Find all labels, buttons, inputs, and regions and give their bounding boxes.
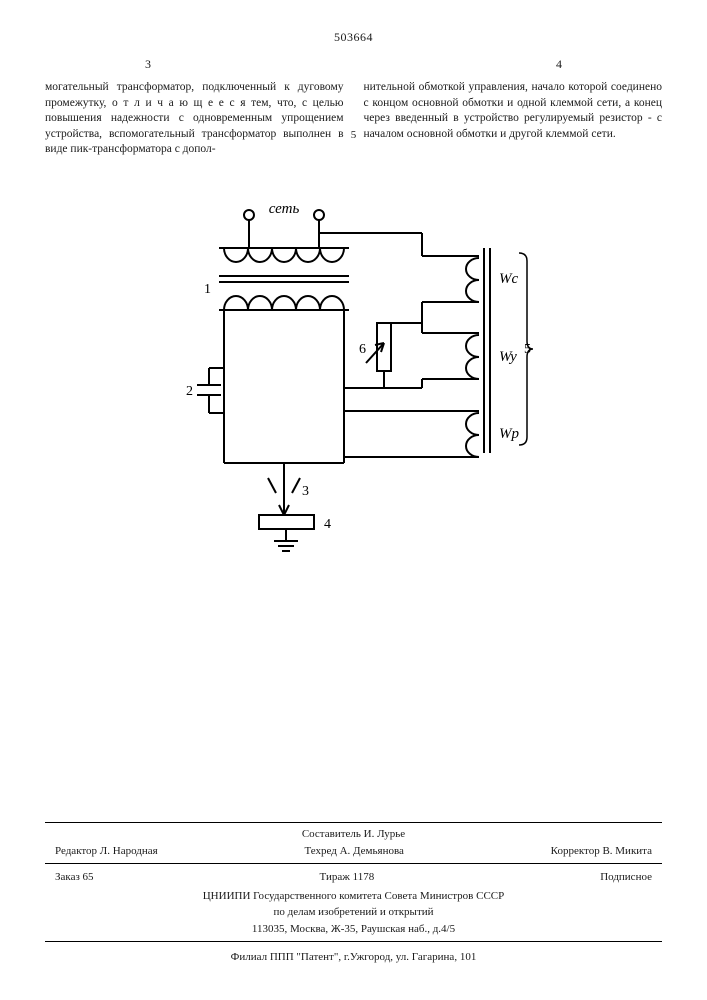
circuit-diagram: сеть 1	[164, 193, 544, 578]
label-4: 4	[324, 517, 331, 532]
editor: Редактор Л. Народная	[55, 844, 158, 859]
label-2: 2	[186, 384, 193, 399]
column-right: нительной обмоткой управления, начало ко…	[364, 80, 663, 158]
branch-line: Филиал ППП "Патент", г.Ужгород, ул. Гага…	[45, 950, 662, 965]
column-numbers: 3 4	[145, 57, 562, 72]
org-line-1: ЦНИИПИ Государственного комитета Совета …	[45, 889, 662, 904]
line-marker-5: 5	[351, 128, 357, 143]
text-columns: могательный трансформатор, подключенный …	[45, 80, 662, 158]
column-left: могательный трансформатор, подключенный …	[45, 80, 344, 158]
label-6: 6	[359, 342, 366, 357]
document-number: 503664	[45, 30, 662, 45]
col-num-right: 4	[556, 57, 562, 72]
label-net: сеть	[268, 201, 299, 217]
circuit-svg: сеть 1	[164, 193, 544, 573]
label-3: 3	[302, 484, 309, 499]
copies: Тираж 1178	[320, 870, 375, 885]
label-wp: Wp	[499, 426, 519, 442]
credit-row: Редактор Л. Народная Техред А. Демьянова…	[45, 844, 662, 859]
label-wy: Wy	[499, 349, 517, 365]
org-line-3: 113035, Москва, Ж-35, Раушская наб., д.4…	[45, 922, 662, 937]
compiler-line: Составитель И. Лурье	[45, 827, 662, 842]
label-wc: Wc	[499, 271, 518, 287]
col-num-left: 3	[145, 57, 151, 72]
order-row: Заказ 65 Тираж 1178 Подписное	[45, 868, 662, 887]
footer: Составитель И. Лурье Редактор Л. Народна…	[45, 818, 662, 965]
page: 503664 3 4 могательный трансформатор, по…	[0, 0, 707, 1000]
org-line-2: по делам изобретений и открытий	[45, 905, 662, 920]
order-number: Заказ 65	[55, 870, 94, 885]
label-1: 1	[204, 282, 211, 297]
tech-editor: Техред А. Демьянова	[304, 844, 403, 859]
corrector: Корректор В. Микита	[551, 844, 652, 859]
subscription: Подписное	[600, 870, 652, 885]
